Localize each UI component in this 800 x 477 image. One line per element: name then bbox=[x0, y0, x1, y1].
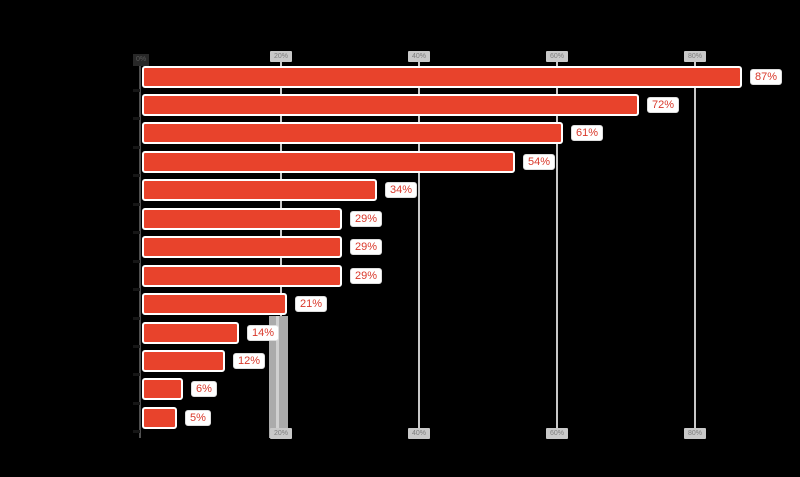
bar-row-8 bbox=[142, 264, 342, 287]
x-axis-tick-label-bottom: 40% bbox=[408, 428, 430, 439]
y-axis-tick bbox=[133, 89, 140, 92]
value-label: 29% bbox=[350, 267, 383, 284]
x-axis-tick-label-top: 40% bbox=[408, 51, 430, 62]
x-axis-origin-tick-label: 0% bbox=[133, 54, 149, 66]
x-axis-tick-label-bottom: 20% bbox=[270, 428, 292, 439]
x-axis-tick-label-top: 60% bbox=[546, 51, 568, 62]
y-axis-tick bbox=[133, 202, 140, 206]
gridline-80 bbox=[694, 56, 696, 438]
bar-row-1 bbox=[142, 65, 742, 88]
y-axis-tick bbox=[133, 430, 140, 434]
bar-row-12 bbox=[142, 378, 183, 401]
bar-row-5 bbox=[142, 179, 377, 202]
y-axis-tick bbox=[133, 288, 140, 292]
value-label: 87% bbox=[750, 68, 783, 85]
y-axis-tick bbox=[133, 231, 140, 235]
bar-row-13 bbox=[142, 406, 177, 429]
gridline-60 bbox=[556, 56, 558, 438]
value-label: 12% bbox=[233, 353, 266, 369]
x-axis-tick-label-top: 20% bbox=[270, 51, 292, 62]
bar-row-9 bbox=[142, 293, 287, 316]
value-label: 5% bbox=[185, 409, 211, 426]
bar-row-2 bbox=[142, 94, 639, 116]
y-axis-tick bbox=[133, 174, 140, 178]
value-label: 29% bbox=[350, 239, 383, 256]
bar-row-6 bbox=[142, 207, 342, 230]
value-label: 6% bbox=[191, 381, 217, 398]
value-label: 72% bbox=[647, 97, 680, 113]
bar-row-7 bbox=[142, 236, 342, 259]
bar-row-11 bbox=[142, 350, 225, 372]
y-axis-tick bbox=[133, 117, 140, 121]
y-axis-tick bbox=[133, 316, 140, 320]
bar-row-4 bbox=[142, 150, 515, 173]
gridline-40 bbox=[418, 56, 420, 438]
value-label: 34% bbox=[385, 182, 418, 199]
y-axis-tick bbox=[133, 373, 140, 377]
bar-row-10 bbox=[142, 321, 239, 344]
x-axis-tick-label-bottom: 80% bbox=[684, 428, 706, 439]
value-label: 61% bbox=[571, 125, 604, 142]
value-label: 14% bbox=[247, 324, 280, 341]
y-axis-tick bbox=[133, 401, 140, 405]
bar-row-3 bbox=[142, 122, 563, 145]
y-axis-line bbox=[139, 55, 141, 438]
x-axis-tick-label-top: 80% bbox=[684, 51, 706, 62]
value-label: 29% bbox=[350, 210, 383, 227]
x-axis-tick-label-bottom: 60% bbox=[546, 428, 568, 439]
y-axis-tick bbox=[133, 259, 140, 263]
gray-marker-bar-stripe bbox=[276, 316, 279, 438]
value-label: 54% bbox=[523, 153, 556, 170]
y-axis-tick bbox=[133, 145, 140, 149]
value-label: 21% bbox=[295, 296, 328, 313]
y-axis-tick bbox=[133, 345, 140, 348]
